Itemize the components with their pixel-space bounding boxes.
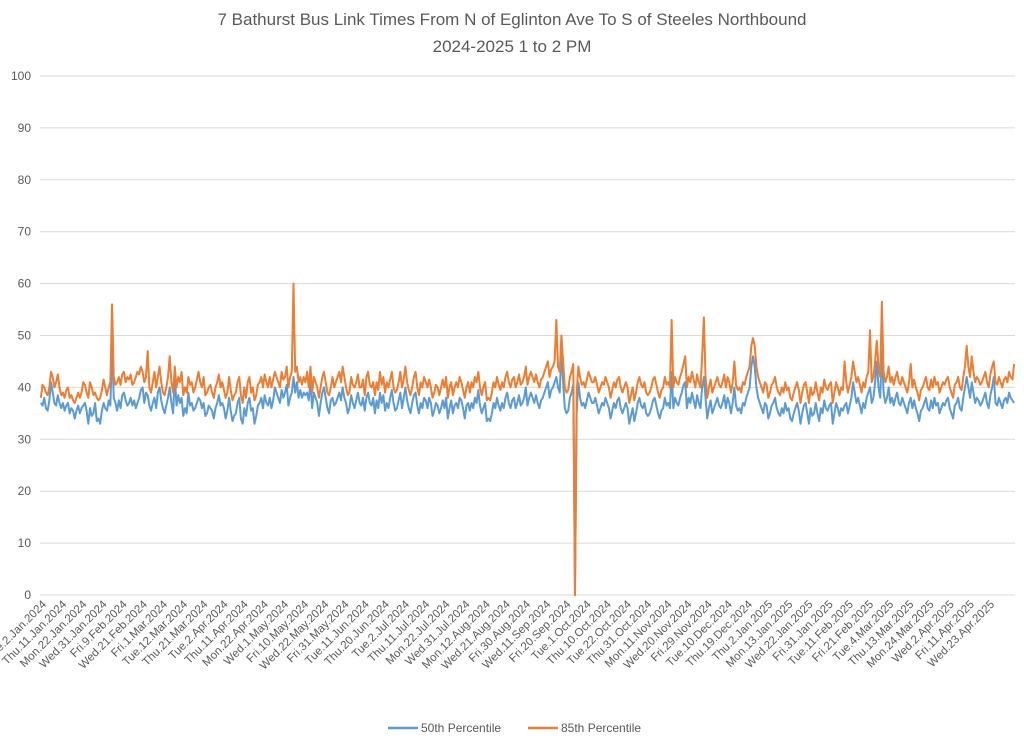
y-tick-label: 20 <box>18 484 32 498</box>
legend: 50th Percentile 85th Percentile <box>388 721 641 735</box>
y-tick-label: 100 <box>11 69 31 83</box>
x-axis-ticks: Tue.2.Jan.2024Thu.11.Jan.2024Mon.22.Jan.… <box>0 598 997 672</box>
legend-label-85th: 85th Percentile <box>561 721 641 735</box>
y-tick-label: 30 <box>18 432 32 446</box>
y-tick-label: 10 <box>18 536 32 550</box>
y-tick-label: 80 <box>18 173 32 187</box>
y-tick-label: 50 <box>18 329 32 343</box>
gridlines <box>40 75 1015 596</box>
y-axis-ticks: 0 10 20 30 40 50 60 70 80 90 100 <box>11 69 31 602</box>
legend-label-50th: 50th Percentile <box>421 721 501 735</box>
chart-subtitle: 2024-2025 1 to 2 PM <box>433 37 592 56</box>
series-lines <box>39 282 1016 596</box>
y-tick-label: 0 <box>24 588 31 602</box>
y-tick-label: 40 <box>18 380 32 394</box>
y-tick-label: 90 <box>18 121 32 135</box>
y-tick-label: 60 <box>18 277 32 291</box>
chart-title: 7 Bathurst Bus Link Times From N of Egli… <box>217 10 806 29</box>
series-line-50th-percentile <box>40 344 1015 596</box>
series-line-85th-percentile <box>39 282 1016 596</box>
y-tick-label: 70 <box>18 225 32 239</box>
